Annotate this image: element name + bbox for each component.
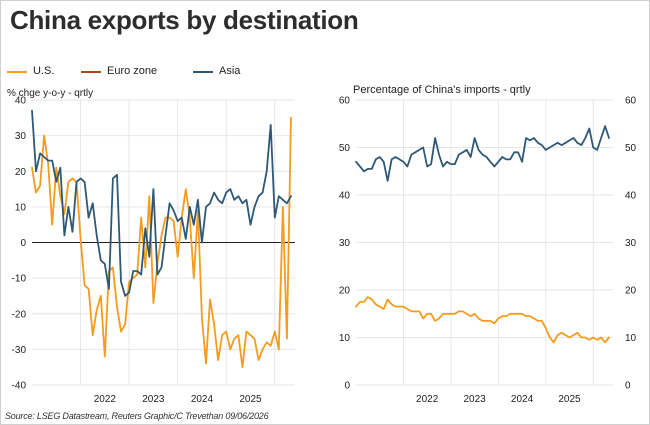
right-panel-ytick-label: 0: [344, 381, 350, 392]
legend-swatch-asia: [193, 71, 213, 73]
right-panel-xtick-label: 2025: [558, 394, 581, 405]
right-panel-ytick-label-right: 20: [625, 286, 637, 297]
left-panel-ytick-label: -20: [12, 309, 27, 320]
left-panel-ytick-label: 20: [15, 167, 27, 178]
right-panel-ytick-label: 60: [339, 96, 351, 107]
right-panel-ytick-label-right: 40: [625, 191, 637, 202]
chart-title: China exports by destination: [10, 5, 359, 35]
left-panel-series-line-asia: [31, 109, 292, 297]
left-panel-ytick-label: -10: [12, 274, 27, 285]
legend-label-eurozone: Euro zone: [107, 65, 158, 77]
legend-label-asia: Asia: [219, 65, 241, 77]
right-panel-ytick-label-right: 10: [625, 333, 637, 344]
right-panel-ytick-label-right: 50: [625, 143, 637, 154]
left-panel-ytick-label: 10: [15, 202, 27, 213]
right-panel-series-line-us: [355, 296, 610, 344]
right-panel-xtick-label: 2022: [416, 394, 439, 405]
right-panel-ytick-label-right: 0: [625, 381, 631, 392]
right-panel-ytick-label-right: 30: [625, 238, 637, 249]
right-panel-ytick-label: 20: [339, 286, 351, 297]
left-panel-xtick-label: 2024: [191, 394, 214, 405]
right-panel-xtick-label: 2023: [463, 394, 486, 405]
left-panel-ylabel: % chge y-o-y - qrtly: [7, 88, 93, 99]
legend-swatch-us: [7, 71, 27, 73]
left-panel-ytick-label: -30: [12, 345, 27, 356]
right-panel-ytick-label: 40: [339, 191, 351, 202]
right-panel-ytick-label: 50: [339, 143, 351, 154]
left-panel-series-line-us: [31, 116, 292, 369]
left-panel-ytick-label: -40: [12, 381, 27, 392]
left-panel-ytick-label: 0: [20, 238, 26, 249]
right-panel-xtick-label: 2024: [511, 394, 534, 405]
left-panel-xtick-label: 2025: [239, 394, 262, 405]
left-panel-xtick-label: 2022: [94, 394, 117, 405]
right-panel-series-line-asia: [355, 125, 610, 182]
right-panel-title: Percentage of China's imports - qrtly: [353, 84, 531, 96]
charts-canvas: 40 30 20 10 0 -10 -20 -30 -40 2022 2023 2024 2025 % c…: [7, 84, 637, 405]
source-note: Source: LSEG Datastream, Reuters Graphic…: [5, 411, 269, 421]
right-panel-ytick-label-right: 60: [625, 96, 637, 107]
legend-label-us: U.S.: [33, 65, 55, 77]
left-panel-xtick-label: 2023: [142, 394, 165, 405]
legend-swatch-eurozone: [81, 71, 101, 73]
left-panel-ytick-label: 30: [15, 131, 27, 142]
right-panel-ytick-label: 30: [339, 238, 351, 249]
left-panel-ytick-label: 40: [15, 96, 27, 107]
right-panel-ytick-label: 10: [339, 333, 351, 344]
